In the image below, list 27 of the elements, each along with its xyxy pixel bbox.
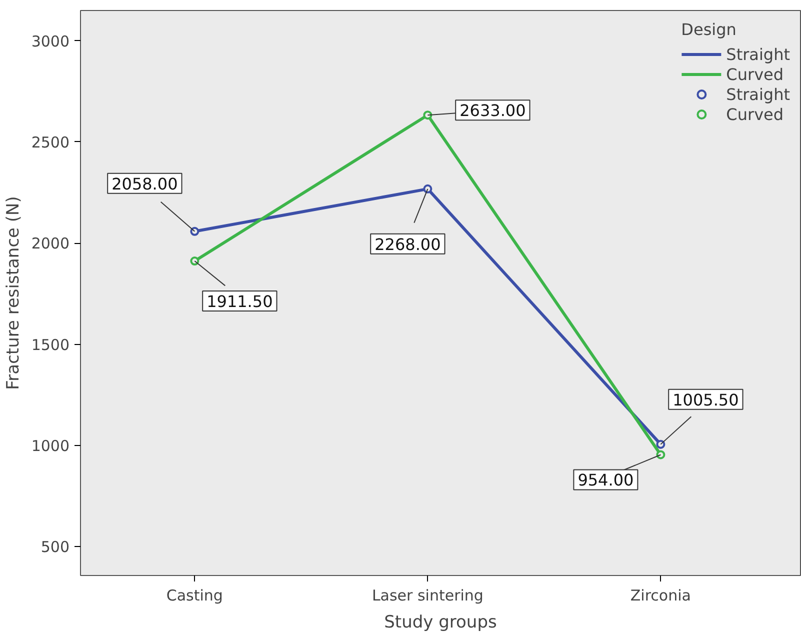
legend-title: Design <box>681 20 738 39</box>
data-label: 1005.50 <box>672 390 739 410</box>
legend-label: Curved <box>726 104 784 124</box>
legend-label: Straight <box>726 84 790 104</box>
x-tick-label: Zirconia <box>630 586 691 604</box>
data-label: 954.00 <box>578 470 634 490</box>
x-tick-label: Laser sintering <box>372 586 484 604</box>
y-tick-label: 3000 <box>31 32 70 50</box>
data-label: 2058.00 <box>112 174 178 194</box>
y-tick-label: 1500 <box>31 336 70 354</box>
point <box>423 110 432 120</box>
y-tick-label: 500 <box>40 538 70 556</box>
point <box>656 440 666 449</box>
x-tick-label: Casting <box>166 586 223 604</box>
x-axis-title: Study groups <box>384 612 497 632</box>
point <box>656 450 666 460</box>
text: Straight <box>726 44 790 64</box>
y-tick-label: 2000 <box>31 234 70 253</box>
y-axis-title: Fracture resistance (N) <box>3 196 24 390</box>
point <box>190 226 200 236</box>
point <box>190 256 200 266</box>
y-tick-label: 1000 <box>31 436 70 455</box>
text: Curved <box>726 64 784 84</box>
data-label: 1911.50 <box>206 292 273 312</box>
y-tick-label: 2500 <box>31 133 70 152</box>
data-label: 2633.00 <box>460 101 526 120</box>
data-label: 2268.00 <box>374 234 441 254</box>
